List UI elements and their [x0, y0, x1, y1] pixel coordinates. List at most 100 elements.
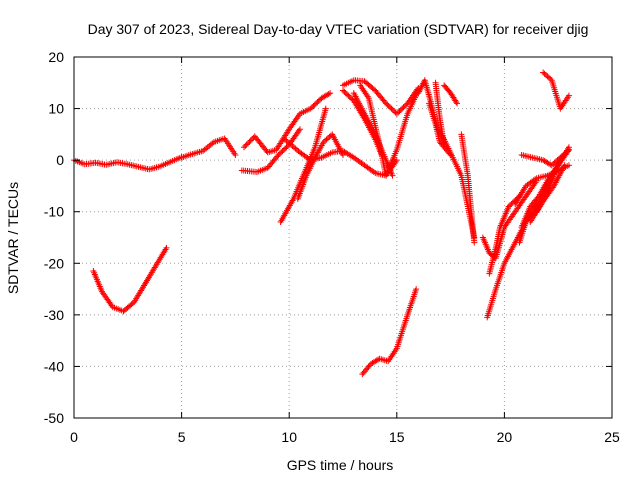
data-point [397, 106, 404, 113]
data-point [534, 194, 541, 201]
data-point [550, 161, 557, 168]
series-arc-15 [432, 79, 448, 148]
data-point [249, 136, 256, 143]
series-arc-18 [458, 131, 478, 246]
data-point [278, 149, 285, 156]
data-point [242, 142, 249, 149]
data-point [507, 202, 514, 209]
data-point [385, 102, 392, 109]
data-point [245, 140, 252, 147]
x-tick-label: 25 [604, 429, 620, 445]
data-point [383, 100, 390, 107]
y-tick-label: 20 [48, 49, 64, 65]
data-point [325, 90, 332, 97]
data-point [310, 102, 317, 109]
data-point [446, 150, 453, 157]
data-point [545, 74, 552, 81]
y-tick-label: -30 [44, 307, 64, 323]
data-point [393, 157, 400, 164]
data-point [311, 101, 318, 108]
data-point [232, 151, 239, 158]
data-point [283, 144, 290, 151]
data-point [387, 104, 394, 111]
data-point [399, 105, 406, 112]
data-point [544, 73, 551, 80]
data-point [348, 95, 355, 102]
data-point [565, 92, 572, 99]
x-tick-label: 5 [178, 429, 186, 445]
data-point [274, 153, 281, 160]
data-point [320, 139, 327, 146]
y-tick-label: 10 [48, 101, 64, 117]
x-tick-label: 0 [70, 429, 78, 445]
x-axis-label: GPS time / hours [287, 457, 394, 473]
y-axis-ticks: -50 -40 -30 -20 -10 0 10 20 [44, 49, 612, 426]
chart-title: Day 307 of 2023, Sidereal Day-to-day VTE… [88, 21, 589, 37]
series-arc-13 [359, 286, 420, 378]
data-point [327, 90, 334, 97]
plot-frame [73, 56, 613, 419]
data-point [247, 137, 254, 144]
data-point [241, 144, 248, 151]
data-point [540, 69, 547, 76]
data-point [313, 100, 320, 107]
y-tick-label: -20 [44, 255, 64, 271]
data-point [454, 100, 461, 107]
data-point [381, 98, 388, 105]
x-tick-label: 10 [281, 429, 297, 445]
data-point [315, 97, 322, 104]
data-points [71, 69, 572, 378]
data-point [296, 126, 303, 133]
data-point [163, 244, 170, 251]
data-point [413, 286, 420, 293]
data-point [561, 162, 568, 169]
series-arc-16 [426, 100, 454, 158]
series-arc-3 [90, 244, 170, 315]
y-tick-label: -40 [44, 358, 64, 374]
data-point [342, 90, 349, 97]
data-point [276, 150, 283, 157]
y-tick-label: 0 [56, 152, 64, 168]
data-point [505, 203, 512, 210]
data-point [279, 148, 286, 155]
data-point [396, 108, 403, 115]
data-point [453, 98, 460, 105]
data-point [389, 172, 396, 179]
y-tick-label: -50 [44, 410, 64, 426]
data-point [322, 105, 329, 112]
data-point [553, 158, 560, 165]
series-arc-4 [241, 90, 334, 156]
data-point [447, 151, 454, 158]
series-arc-2 [178, 135, 239, 161]
data-point [307, 105, 314, 112]
data-point [388, 105, 395, 112]
x-axis-ticks: 0 5 10 15 20 25 [70, 57, 620, 445]
data-point [326, 133, 333, 140]
data-point [345, 92, 352, 99]
data-point [370, 86, 377, 93]
data-point [309, 104, 316, 111]
data-point [400, 104, 407, 111]
series-arc-17 [441, 82, 461, 107]
data-point [344, 91, 351, 98]
data-point [547, 75, 554, 82]
data-point [393, 110, 400, 117]
data-point [543, 72, 550, 79]
data-point [395, 109, 402, 116]
data-point [246, 138, 253, 145]
data-point [243, 141, 250, 148]
y-tick-label: -10 [44, 204, 64, 220]
data-point [551, 159, 558, 166]
series-arc-21 [486, 193, 523, 277]
data-point [384, 101, 391, 108]
data-point [391, 108, 398, 115]
data-point [548, 162, 555, 169]
data-point [323, 136, 330, 143]
data-point [275, 151, 282, 158]
data-point [322, 137, 329, 144]
data-point [565, 146, 572, 153]
data-point [340, 87, 346, 94]
data-point [341, 88, 348, 95]
series-arc-27 [533, 146, 572, 215]
